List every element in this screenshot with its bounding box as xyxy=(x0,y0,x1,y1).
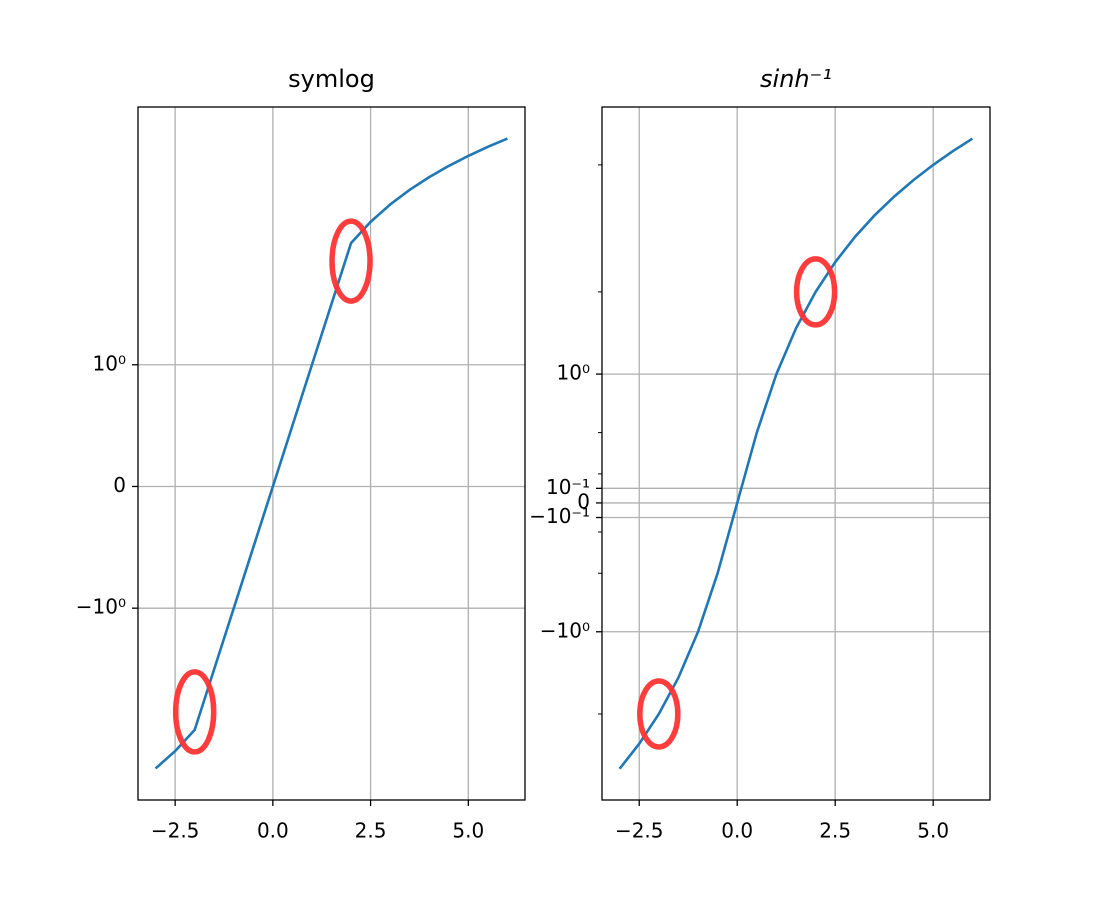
y-tick-label: 0 xyxy=(577,489,590,513)
highlight-circle xyxy=(637,678,681,750)
subplot-title: sinh⁻¹ xyxy=(760,65,832,93)
x-tick-label: −2.5 xyxy=(151,819,200,843)
highlight-circle xyxy=(793,256,838,328)
y-tick-label: −10⁰ xyxy=(540,618,590,642)
data-line xyxy=(154,137,508,770)
x-tick-label: 5.0 xyxy=(917,819,949,843)
x-tick-label: 5.0 xyxy=(452,819,484,843)
x-tick-label: 0.0 xyxy=(257,819,289,843)
y-tick-label: 10⁰ xyxy=(557,361,590,385)
data-line xyxy=(618,137,974,770)
x-tick-label: 2.5 xyxy=(355,819,387,843)
x-tick-label: 2.5 xyxy=(819,819,851,843)
y-tick-label: −10⁰ xyxy=(76,595,126,619)
y-tick-label: −10⁻¹ xyxy=(529,504,590,528)
y-tick-label: 10⁰ xyxy=(93,351,126,375)
x-tick-label: 0.0 xyxy=(721,819,753,843)
highlight-circle xyxy=(172,669,217,755)
highlight-circle xyxy=(329,218,373,304)
axes-frame xyxy=(137,106,526,801)
y-tick-label: 0 xyxy=(113,473,126,497)
axes-frame xyxy=(601,106,991,801)
x-tick-label: −2.5 xyxy=(615,819,664,843)
subplot-title: symlog xyxy=(288,65,375,93)
y-tick-label: 10⁻¹ xyxy=(546,475,590,499)
